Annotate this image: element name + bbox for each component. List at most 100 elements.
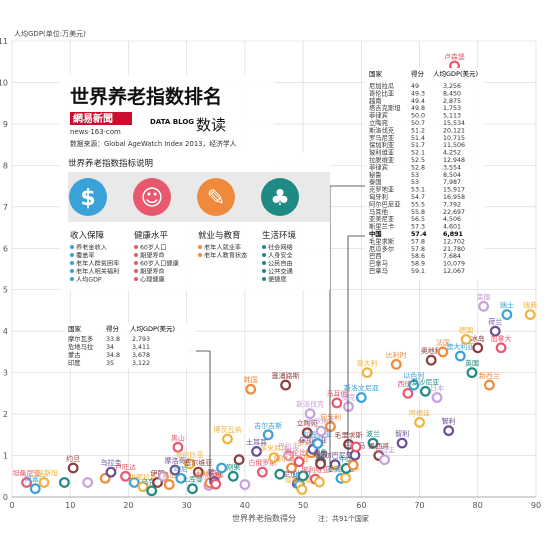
point-label: 德国 <box>459 325 473 334</box>
y-tick-label: 6 <box>3 244 8 253</box>
point-label: 智利 <box>442 417 456 426</box>
point-label: 乌拉圭 <box>374 446 395 455</box>
data-point <box>172 441 184 453</box>
point-label: 泰国 <box>314 450 328 459</box>
table-cell: 52.8 <box>411 164 425 171</box>
page-title: 世界养老指数排名 <box>70 85 222 108</box>
indicator-legend: 世界养老指数指标说明 $ 收入保障养老金收入覆盖率老年人群贫困率老年人相关福利人均G… <box>60 152 330 290</box>
leader-top-2 <box>347 235 365 456</box>
table-header: 人均GDP(美元) <box>433 69 478 78</box>
table-cell: 罗马尼亚 <box>369 134 395 142</box>
table-cell: 57.8 <box>411 246 425 253</box>
table-cell: 49.3 <box>411 90 425 97</box>
table-cell: 中国 <box>369 229 382 238</box>
point-label: 黑山 <box>171 433 185 442</box>
point-label: 阿尔巴尼亚 <box>318 451 353 460</box>
point-label: 冰岛 <box>471 334 485 343</box>
point-label: 瑞士 <box>500 301 514 310</box>
table-cell: 59.1 <box>411 268 425 275</box>
table-cell: 57.4 <box>411 231 427 238</box>
legend-bullet <box>198 253 202 257</box>
legend-item: 老年人群贫困率 <box>76 260 119 268</box>
data-point <box>29 483 41 495</box>
data-point <box>283 450 294 461</box>
legend-category-name: 就业与教育 <box>198 230 241 241</box>
point-label: 蒙古 <box>208 468 222 477</box>
table-cell: 53 <box>411 179 419 186</box>
legend-bullet <box>134 261 138 265</box>
legend-category-name: 生活环境 <box>262 230 297 241</box>
footnote: 注：共91个国家 <box>318 514 369 523</box>
y-tick-label: 7 <box>3 203 8 212</box>
netease-logo <box>70 112 132 125</box>
table-cell: 49.8 <box>411 105 425 112</box>
point-label: 阿根廷 <box>409 408 430 417</box>
data-point <box>355 392 367 403</box>
legend-title: 世界养老指数指标说明 <box>68 158 153 169</box>
data-point <box>169 464 181 476</box>
table-cell: 巴拿马 <box>369 266 388 275</box>
point-label: 奥地利 <box>421 346 442 355</box>
table-cell: 马耳他 <box>369 207 389 216</box>
y-tick-label: 8 <box>3 161 8 170</box>
x-tick-label: 80 <box>473 501 483 510</box>
table-cell: 3,411 <box>132 344 150 351</box>
point-label: 印度 <box>209 470 223 479</box>
data-point <box>495 342 507 354</box>
data-point <box>301 427 313 439</box>
data-point <box>251 446 262 457</box>
data-point <box>286 462 297 474</box>
table-cell: 斯洛伐克 <box>369 125 395 134</box>
table-cell: 蒙古 <box>68 350 81 359</box>
data-point <box>350 441 362 453</box>
data-point <box>210 478 222 490</box>
legend-bullet <box>70 269 74 273</box>
point-label: 摩洛哥 <box>165 456 186 465</box>
table-cell: 阿尔巴尼亚 <box>369 199 401 208</box>
data-point <box>175 472 187 484</box>
legend-bullet <box>262 245 266 249</box>
point-label: 乌克兰 <box>141 477 162 486</box>
x-tick-label: 60 <box>356 501 366 510</box>
data-point <box>329 459 341 471</box>
legend-item: 60岁人口 <box>140 244 166 252</box>
point-label: 印尼 <box>174 465 188 473</box>
table-cell: 57.3 <box>411 224 425 231</box>
legend-bullet <box>262 253 266 257</box>
tree-icon-glyph: ♣ <box>270 186 290 211</box>
dollar-icon-glyph: $ <box>80 186 95 211</box>
table-cell: 15,917 <box>443 187 465 194</box>
data-point <box>501 309 513 321</box>
data-point <box>216 462 228 474</box>
legend-item: 公民自由 <box>268 260 293 268</box>
table-cell: 34 <box>106 344 114 351</box>
point-label: 多米尼加 <box>260 444 288 453</box>
data-point <box>314 476 325 488</box>
legend-item: 覆盖率 <box>76 252 95 260</box>
data-point <box>425 354 437 366</box>
legend-bullet <box>70 261 74 265</box>
table-cell: 55.5 <box>411 201 425 208</box>
table-cell: 3,256 <box>443 83 461 90</box>
point-label: 卢旺达 <box>115 462 136 471</box>
legend-item: 期望寿命 <box>140 268 165 276</box>
point-label: 乌拉圭 <box>100 458 121 467</box>
smile-icon <box>133 178 171 216</box>
point-label: 意大利 <box>357 359 378 368</box>
data-point <box>472 342 484 354</box>
table-cell: 51.7 <box>411 142 425 149</box>
point-label: 匈牙利 <box>320 413 341 422</box>
data-point <box>325 421 336 432</box>
point-label: 英国 <box>465 359 479 368</box>
x-axis: 0 10 20 30 40 50 60 70 80 90 <box>9 496 541 510</box>
table-header: 人均GDP(美元) <box>130 324 175 333</box>
data-point <box>296 484 308 495</box>
table-cell: 34.8 <box>106 352 120 359</box>
y-tick-label: 11 <box>0 37 8 46</box>
point-label: 尼加拉瓜 <box>283 469 311 478</box>
data-point <box>478 300 490 312</box>
point-label: 瑞典 <box>523 301 537 310</box>
point-label: 刚果 <box>226 462 240 471</box>
data-point <box>402 387 414 399</box>
